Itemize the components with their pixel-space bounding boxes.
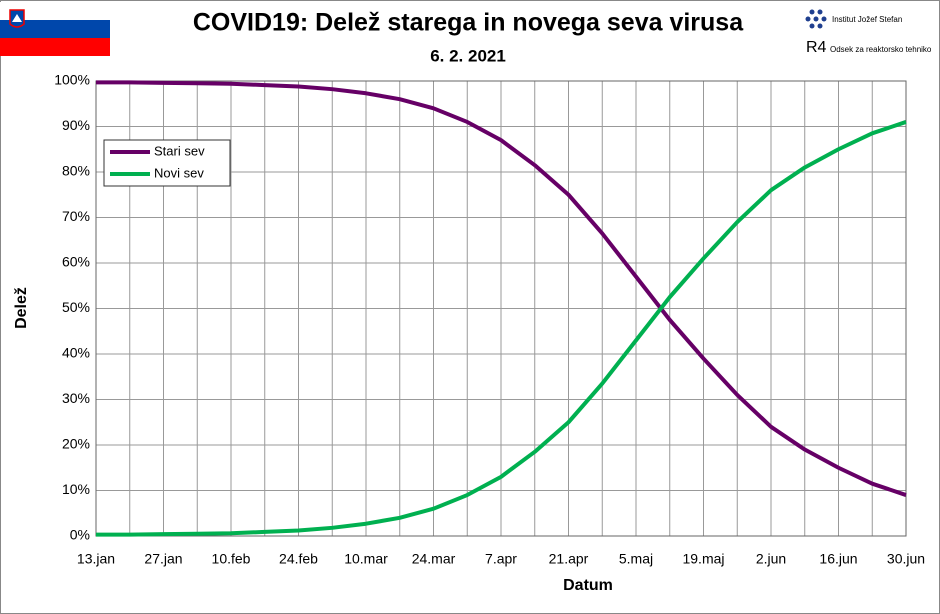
- logo-mark: R4: [806, 39, 827, 56]
- chart-subtitle: 6. 2. 2021: [430, 46, 506, 65]
- y-tick-label: 100%: [54, 72, 90, 88]
- x-tick-label: 27.jan: [144, 551, 182, 567]
- institute-logo: [805, 9, 827, 29]
- x-tick-label: 30.jun: [887, 551, 925, 567]
- y-tick-label: 10%: [62, 481, 90, 497]
- x-tick-label: 21.apr: [549, 551, 589, 567]
- legend-label: Stari sev: [154, 143, 205, 158]
- plot-border: [95, 80, 907, 537]
- x-tick-label: 5.maj: [619, 551, 653, 567]
- department-name: Odsek za reaktorsko tehniko: [830, 45, 932, 54]
- chart-title: COVID19: Delež starega in novega seva vi…: [193, 9, 744, 37]
- x-tick-label: 10.feb: [212, 551, 251, 567]
- institute-name: Institut Jožef Stefan: [832, 15, 902, 24]
- y-tick-label: 90%: [62, 117, 90, 133]
- legend-label: Novi sev: [154, 165, 204, 180]
- y-tick-label: 40%: [62, 345, 90, 361]
- x-tick-label: 10.mar: [344, 551, 388, 567]
- x-tick-label: 24.feb: [279, 551, 318, 567]
- flag: [0, 2, 110, 56]
- x-tick-label: 19.maj: [682, 551, 724, 567]
- x-axis-title: Datum: [563, 577, 613, 594]
- x-tick-label: 16.jun: [819, 551, 857, 567]
- y-axis-title: Delež: [13, 287, 30, 329]
- line-series: [96, 120, 907, 537]
- y-tick-label: 60%: [62, 254, 90, 270]
- x-tick-label: 13.jan: [77, 551, 115, 567]
- y-tick-label: 0%: [70, 527, 90, 543]
- x-tick-label: 24.mar: [412, 551, 456, 567]
- y-tick-label: 80%: [62, 163, 90, 179]
- x-tick-label: 2.jun: [756, 551, 786, 567]
- legend-box: [103, 139, 231, 187]
- line-series: [96, 80, 907, 497]
- y-tick-label: 50%: [62, 299, 90, 315]
- y-tick-label: 70%: [62, 208, 90, 224]
- x-tick-label: 7.apr: [485, 551, 517, 567]
- y-tick-label: 30%: [62, 390, 90, 406]
- y-tick-label: 20%: [62, 436, 90, 452]
